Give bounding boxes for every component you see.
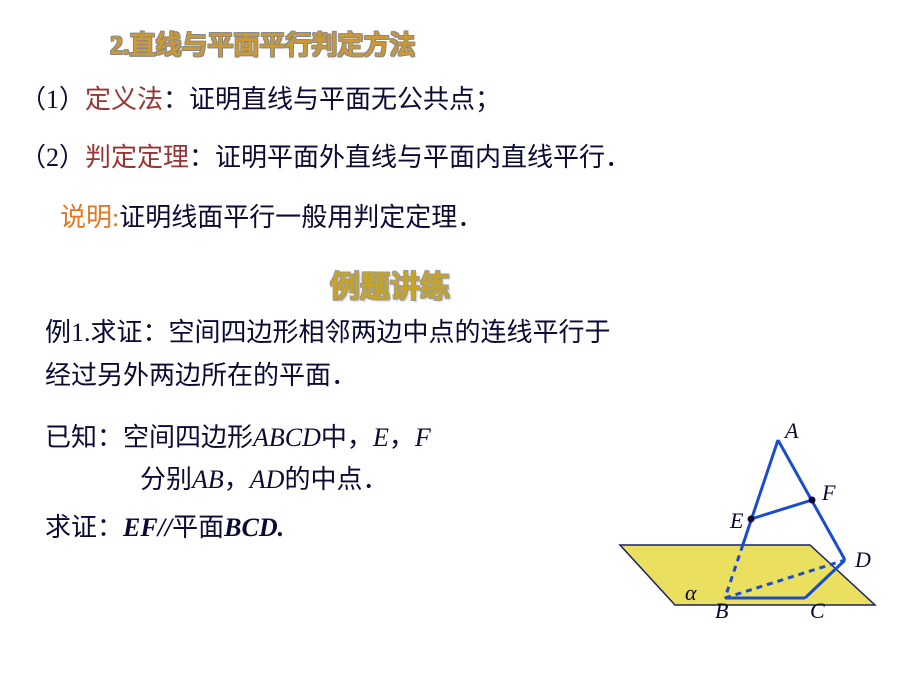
given-text4: 的中点． [284, 465, 388, 494]
label-B: B [715, 598, 728, 623]
plane-alpha [620, 545, 875, 605]
given-comma1: ， [389, 423, 415, 452]
label-F: F [821, 480, 836, 505]
geometry-diagram: A B C D E F α [600, 420, 890, 630]
given-line2: 分别AB，AD的中点． [140, 460, 388, 499]
label-C: C [810, 598, 825, 623]
prove-ef: EF// [123, 513, 172, 542]
given-text3: 分别 [140, 465, 192, 494]
given-e: E [373, 423, 389, 452]
item2-num: （2） [20, 143, 85, 172]
prove-label: 求证： [45, 513, 123, 542]
note: 说明:证明线面平行一般用判定定理． [60, 198, 483, 237]
given-text2: 中， [321, 423, 373, 452]
point-F [809, 497, 816, 504]
given-ab: AB [192, 465, 224, 494]
given-ad: AD [250, 465, 285, 494]
example1-line2: 经过另外两边所在的平面． [45, 356, 357, 395]
prove-text: 平面 [172, 513, 224, 542]
section-title: 例题讲练 [330, 262, 450, 306]
edge-EF [751, 500, 812, 519]
label-A: A [783, 420, 799, 443]
main-title: 2.直线与平面平行判定方法 [110, 25, 416, 62]
given-label: 已知： [45, 423, 123, 452]
item1-text: ：证明直线与平面无公共点； [163, 85, 501, 114]
edge-AB-upper [743, 440, 778, 545]
edge-AD-lower [837, 545, 845, 560]
item2-key: 判定定理 [85, 143, 189, 172]
example1-line1: 例1.求证：空间四边形相邻两边中点的连线平行于 [45, 313, 611, 352]
label-D: D [854, 547, 871, 572]
note-text: 证明线面平行一般用判定定理． [119, 203, 483, 232]
label-E: E [729, 508, 744, 533]
prove-bcd: BCD. [224, 513, 284, 542]
item2-text: ：证明平面外直线与平面内直线平行． [189, 143, 631, 172]
given-abcd: ABCD [253, 423, 321, 452]
point-E [748, 516, 755, 523]
given-text1: 空间四边形 [123, 423, 253, 452]
note-key: 说明: [60, 203, 119, 232]
given-line1: 已知：空间四边形ABCD中，E，F [45, 418, 431, 457]
item-2: （2）判定定理：证明平面外直线与平面内直线平行． [20, 138, 631, 177]
prove-line: 求证：EF//平面BCD. [45, 508, 284, 547]
given-comma2: ， [224, 465, 250, 494]
item1-key: 定义法 [85, 85, 163, 114]
given-f: F [415, 423, 431, 452]
item1-num: （1） [20, 85, 85, 114]
item-1: （1）定义法：证明直线与平面无公共点； [20, 80, 501, 119]
label-alpha: α [685, 580, 697, 605]
